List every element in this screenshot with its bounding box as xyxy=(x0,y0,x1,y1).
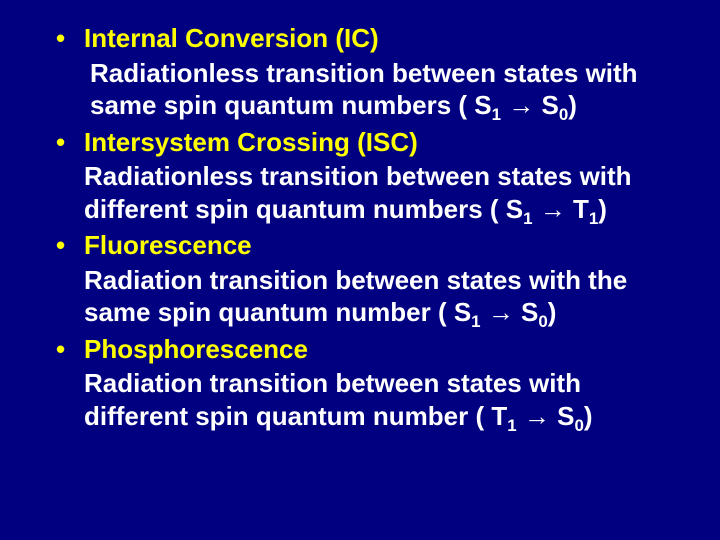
subscript: 1 xyxy=(492,105,501,124)
desc-ic: Radiationless transition between states … xyxy=(48,57,680,122)
subscript: 0 xyxy=(538,312,547,331)
subscript: 1 xyxy=(507,416,516,435)
bullet-heading-ic: Internal Conversion (IC) xyxy=(48,22,680,55)
desc-text: ) xyxy=(568,90,577,120)
desc-text: S xyxy=(550,401,575,431)
subscript: 1 xyxy=(471,312,480,331)
desc-text: S xyxy=(534,90,559,120)
arrow-icon: → xyxy=(524,401,550,431)
arrow-icon: → xyxy=(488,297,514,327)
desc-text: T xyxy=(566,194,589,224)
desc-text xyxy=(533,194,540,224)
subscript: 0 xyxy=(559,105,568,124)
arrow-icon: → xyxy=(508,90,534,120)
subscript: 1 xyxy=(589,209,598,228)
desc-phosphorescence: Radiation transition between states with… xyxy=(48,367,680,432)
slide-container: Internal Conversion (IC) Radiationless t… xyxy=(0,0,720,540)
bullet-heading-isc: Intersystem Crossing (ISC) xyxy=(48,126,680,159)
bullet-heading-fluorescence: Fluorescence xyxy=(48,229,680,262)
desc-text: ) xyxy=(584,401,593,431)
desc-text: S xyxy=(514,297,539,327)
arrow-icon: → xyxy=(540,194,566,224)
subscript: 0 xyxy=(574,416,583,435)
desc-text: ) xyxy=(548,297,557,327)
heading-text: Fluorescence xyxy=(84,230,252,260)
bullet-heading-phosphorescence: Phosphorescence xyxy=(48,333,680,366)
heading-text: Intersystem Crossing (ISC) xyxy=(84,127,418,157)
heading-text: Internal Conversion (IC) xyxy=(84,23,379,53)
heading-text: Phosphorescence xyxy=(84,334,308,364)
subscript: 1 xyxy=(523,209,532,228)
desc-text: ) xyxy=(598,194,607,224)
desc-isc: Radiationless transition between states … xyxy=(48,160,680,225)
desc-text xyxy=(481,297,488,327)
desc-text xyxy=(517,401,524,431)
desc-fluorescence: Radiation transition between states with… xyxy=(48,264,680,329)
